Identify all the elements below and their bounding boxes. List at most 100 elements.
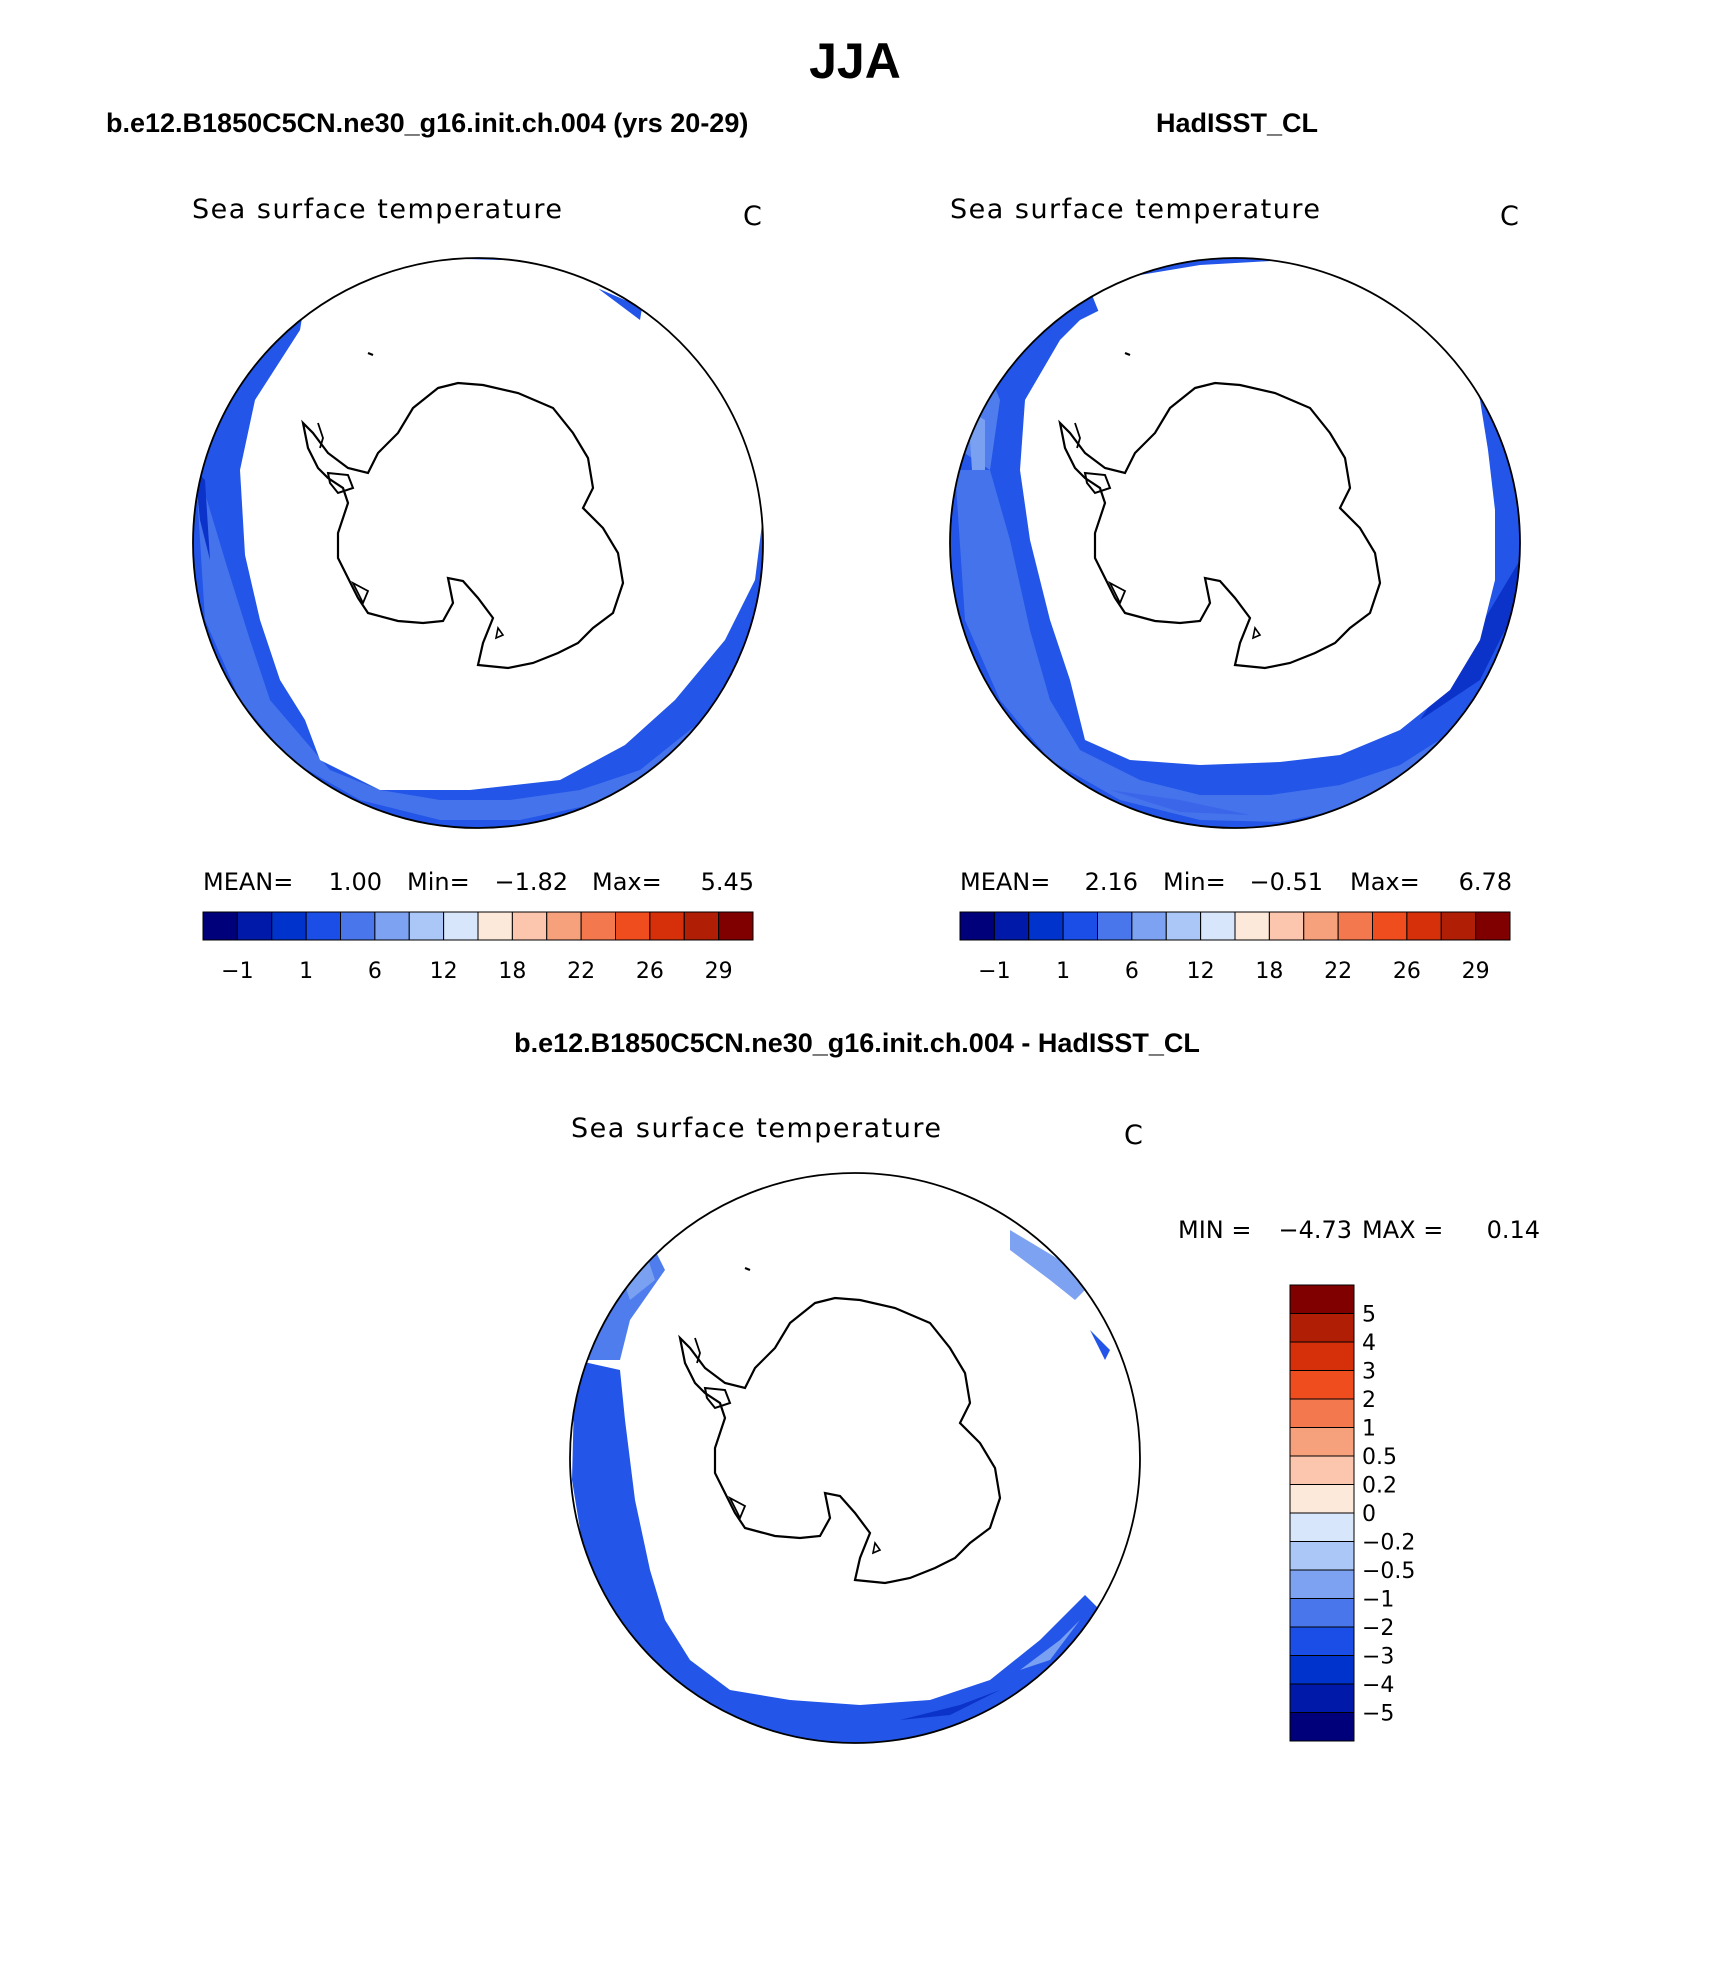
colorbar-swatch: [1200, 911, 1236, 941]
colorbar-swatch: [1372, 911, 1408, 941]
colorbar-swatch: [202, 911, 238, 941]
colorbar-swatch: [305, 911, 341, 941]
colorbar-swatch: [1337, 911, 1373, 941]
colorbar-swatch: [718, 911, 754, 941]
colorbar-tick-label: 0: [1362, 1502, 1376, 1527]
max-label: MAX =: [1362, 1216, 1443, 1244]
colorbar-swatch: [374, 911, 410, 941]
colorbar-tick-label: 12: [1187, 959, 1215, 984]
colorbar-swatch: [683, 911, 720, 941]
colorbar-tick-label: −0.5: [1362, 1559, 1415, 1584]
colorbar-swatch: [959, 911, 995, 941]
stats-line: MIN = −4.73 MAX = 0.14: [1178, 1216, 1540, 1244]
colorbar-tick-label: −1: [221, 959, 253, 984]
stats-line: MEAN= 1.00 Min= −1.82 Max= 5.45: [203, 868, 754, 896]
polar-map: [569, 1172, 1141, 1744]
colorbar-swatch: [1303, 911, 1339, 941]
stats-line: MEAN= 2.16 Min= −0.51 Max= 6.78: [960, 868, 1512, 896]
min-value: −0.51: [1249, 868, 1323, 896]
colorbar-swatch: [1475, 911, 1511, 941]
colorbar-swatch: [993, 911, 1030, 941]
colorbar-tick-label: −4: [1362, 1673, 1394, 1698]
figure-title: JJA: [809, 33, 901, 89]
panel-difference: b.e12.B1850C5CN.ne30_g16.init.ch.004 - H…: [514, 1028, 1540, 1744]
colorbar-swatch: [271, 911, 307, 941]
colorbar-tick-label: 5: [1362, 1303, 1376, 1328]
min-label: Min=: [407, 868, 470, 896]
colorbar-swatch: [1028, 911, 1064, 941]
colorbar-tick-label: 22: [567, 959, 595, 984]
colorbar-swatch: [1440, 911, 1477, 941]
colorbar-tick-label: 0.5: [1362, 1445, 1397, 1470]
colorbar-swatch: [1289, 1341, 1355, 1371]
colorbar-swatch: [1289, 1484, 1355, 1514]
colorbar-swatch: [1289, 1541, 1355, 1571]
colorbar-swatch: [1289, 1569, 1355, 1599]
colorbar-tick-label: 1: [1056, 959, 1070, 984]
colorbar-swatch: [546, 911, 582, 941]
units-label: C: [743, 201, 762, 232]
colorbar-swatch: [1165, 911, 1202, 941]
min-value: −4.73: [1278, 1216, 1352, 1244]
colorbar-tick-label: 26: [636, 959, 664, 984]
min-label: MIN =: [1178, 1216, 1251, 1244]
mean-value: 1.00: [329, 868, 382, 896]
max-label: Max=: [1350, 868, 1420, 896]
colorbar-swatch: [1062, 911, 1098, 941]
colorbar-swatch: [1289, 1598, 1355, 1628]
mean-label: MEAN=: [203, 868, 293, 896]
colorbar-tick-label: 26: [1393, 959, 1421, 984]
colorbar-tick-label: 2: [1362, 1388, 1376, 1413]
colorbar-tick-label: 18: [498, 959, 526, 984]
panel-title: b.e12.B1850C5CN.ne30_g16.init.ch.004 - H…: [514, 1028, 1200, 1058]
colorbar-tick-label: −5: [1362, 1702, 1394, 1727]
colorbar-swatch: [1234, 911, 1270, 941]
colorbar-tick-label: 12: [430, 959, 458, 984]
units-label: C: [1124, 1120, 1143, 1151]
colorbar-tick-label: −0.2: [1362, 1531, 1415, 1556]
colorbar-swatch: [477, 911, 513, 941]
colorbar-tick-label: 3: [1362, 1360, 1376, 1385]
max-value: 5.45: [701, 868, 754, 896]
colorbar-swatch: [1289, 1455, 1355, 1485]
colorbar-tick-label: 22: [1324, 959, 1352, 984]
colorbar-swatch: [1289, 1284, 1355, 1314]
variable-label: Sea surface temperature: [192, 194, 563, 225]
colorbar-tick-label: 0.2: [1362, 1474, 1397, 1499]
units-label: C: [1500, 201, 1519, 232]
colorbar-swatch: [1289, 1370, 1355, 1400]
colorbar-swatch: [1289, 1712, 1355, 1742]
colorbar-tick-label: 6: [368, 959, 382, 984]
colorbar-tick-label: 18: [1255, 959, 1283, 984]
colorbar-swatch: [1289, 1683, 1355, 1713]
min-value: −1.82: [494, 868, 568, 896]
colorbar-tick-label: 29: [705, 959, 733, 984]
panel-observations: HadISST_CL Sea surface temperature C MEA…: [949, 108, 1521, 984]
colorbar-swatch: [443, 911, 479, 941]
min-label: Min=: [1163, 868, 1226, 896]
colorbar-tick-label: 1: [1362, 1417, 1376, 1442]
max-label: Max=: [592, 868, 662, 896]
colorbar-tick-label: −1: [978, 959, 1010, 984]
colorbar-tick-label: −2: [1362, 1616, 1394, 1641]
colorbar-swatch: [408, 911, 445, 941]
colorbar-swatch: [1289, 1398, 1355, 1428]
colorbar-swatch: [340, 911, 376, 941]
colorbar-swatch: [615, 911, 651, 941]
colorbar-swatch: [649, 911, 685, 941]
panel-model: b.e12.B1850C5CN.ne30_g16.init.ch.004 (yr…: [106, 108, 764, 984]
colorbar: 5 4 3 2 1 0.5 0.2 0 −0.2 −0.5 −1 −2 −3 −4 −5: [1289, 1284, 1415, 1742]
colorbar-swatch: [511, 911, 548, 941]
colorbar-swatch: [1268, 911, 1305, 941]
colorbar-swatch: [1289, 1427, 1355, 1457]
colorbar-tick-label: 4: [1362, 1331, 1376, 1356]
panel-title: b.e12.B1850C5CN.ne30_g16.init.ch.004 (yr…: [106, 108, 748, 138]
polar-map: [949, 257, 1521, 829]
colorbar-tick-label: −1: [1362, 1588, 1394, 1613]
mean-value: 2.16: [1085, 868, 1138, 896]
colorbar: −1 1 6 12 18 22 26 29: [202, 911, 754, 984]
colorbar-tick-label: 1: [299, 959, 313, 984]
colorbar-swatch: [580, 911, 616, 941]
colorbar-swatch: [1289, 1512, 1355, 1542]
